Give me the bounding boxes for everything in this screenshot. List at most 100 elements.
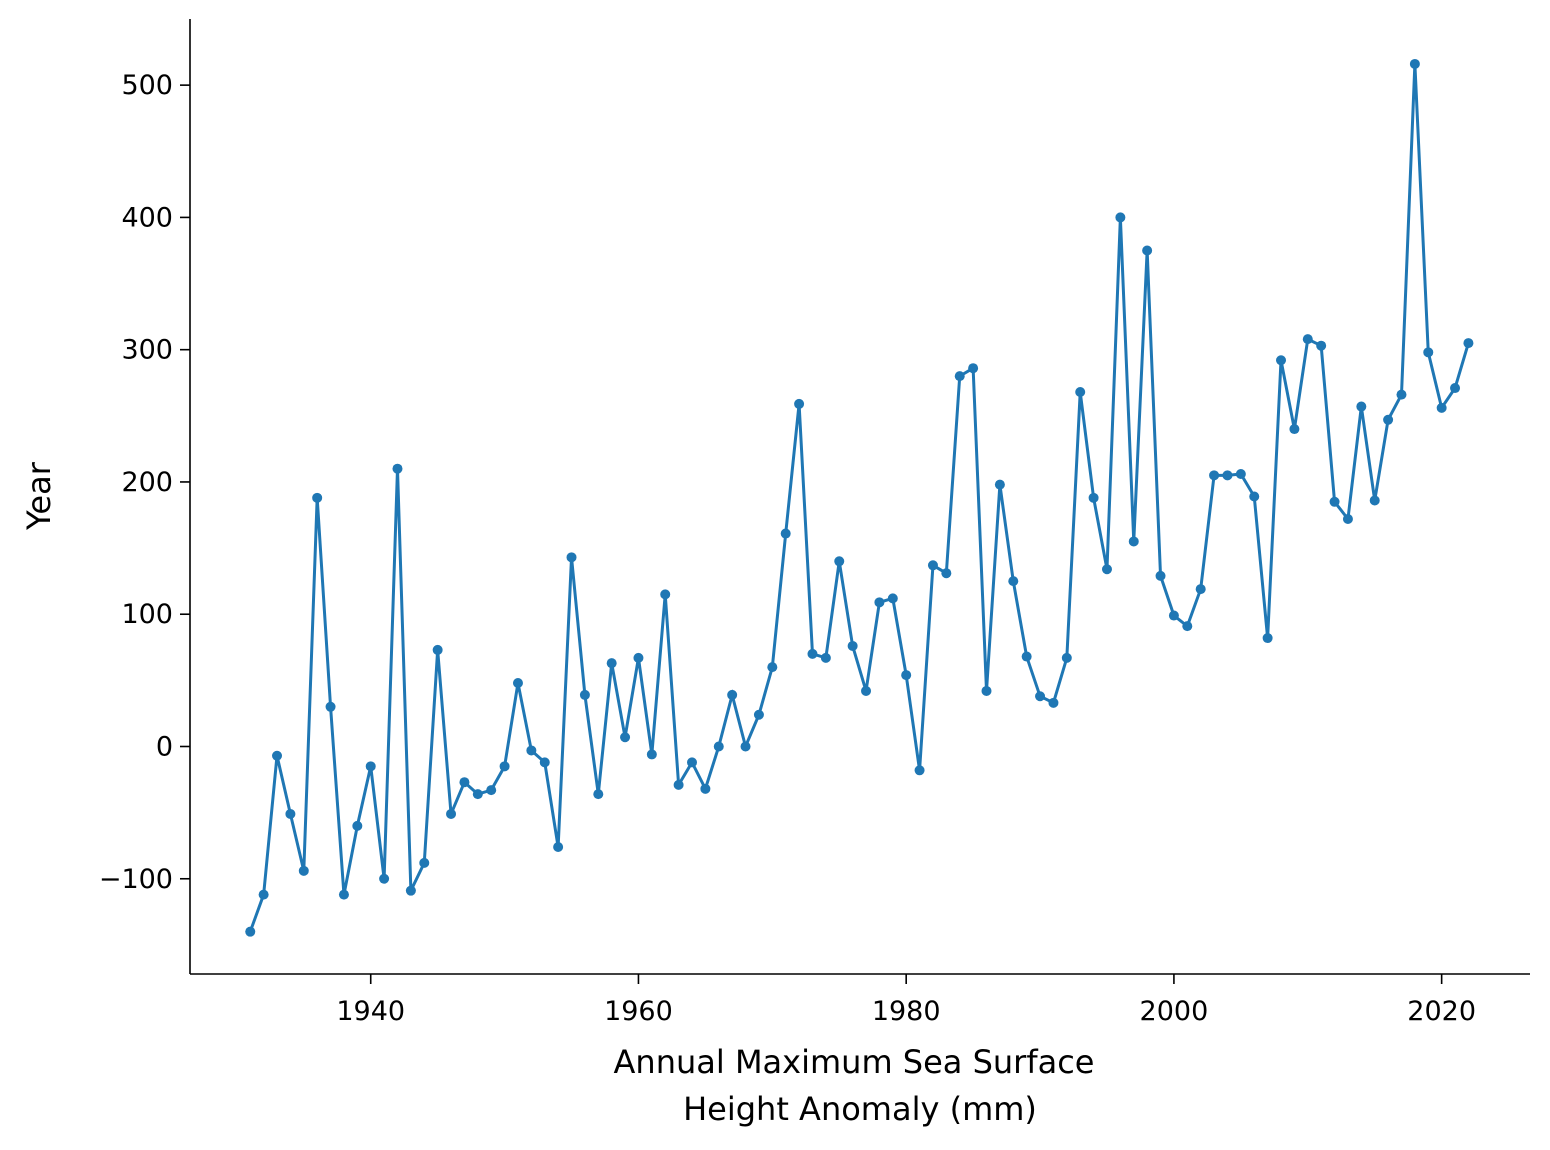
x-axis-label-line-2: Height Anomaly (mm) xyxy=(683,1090,1037,1128)
data-point xyxy=(1409,58,1420,69)
data-point xyxy=(767,662,778,673)
data-point xyxy=(1329,496,1340,507)
data-point xyxy=(914,765,925,776)
y-axis-ticks: −100 0 100 200 300 400 500 xyxy=(99,70,190,895)
data-point xyxy=(1302,334,1313,345)
data-point xyxy=(673,779,684,790)
data-point xyxy=(1249,491,1260,502)
data-point xyxy=(927,560,938,571)
data-point xyxy=(1463,338,1474,349)
data-point xyxy=(285,808,296,819)
data-point xyxy=(646,749,657,760)
data-point xyxy=(713,741,724,752)
data-point xyxy=(512,678,523,688)
data-point xyxy=(968,363,979,374)
data-point xyxy=(1021,651,1032,662)
data-point xyxy=(1369,495,1380,506)
data-point xyxy=(1128,536,1139,547)
data-point xyxy=(954,371,965,382)
data-point xyxy=(1356,401,1367,412)
x-tick-label: 1940 xyxy=(336,996,405,1027)
data-point xyxy=(1316,340,1327,351)
data-point xyxy=(1209,470,1220,481)
x-axis-label-line-1: Annual Maximum Sea Surface xyxy=(614,1043,1095,1081)
data-point xyxy=(1155,570,1166,581)
data-point xyxy=(258,889,269,900)
data-point xyxy=(994,479,1005,490)
x-tick-label: 2000 xyxy=(1140,996,1209,1027)
data-point xyxy=(1423,347,1434,358)
data-point xyxy=(245,926,256,937)
data-point xyxy=(861,685,872,696)
y-tick-label: 300 xyxy=(121,335,173,366)
y-axis-label: Year xyxy=(20,461,58,531)
data-point xyxy=(352,820,363,831)
y-tick-label: 400 xyxy=(121,202,173,233)
data-point xyxy=(459,777,470,788)
data-point xyxy=(780,528,791,539)
data-point xyxy=(874,597,885,608)
data-point xyxy=(1088,492,1099,503)
data-point xyxy=(365,761,376,772)
data-point xyxy=(1262,633,1273,644)
data-point xyxy=(379,873,390,884)
data-point xyxy=(1289,424,1300,435)
data-point xyxy=(1436,402,1447,413)
y-tick-label: −100 xyxy=(99,864,173,895)
data-point xyxy=(834,556,845,567)
data-point xyxy=(325,701,336,712)
data-point xyxy=(338,889,349,900)
data-point xyxy=(1450,383,1461,394)
data-point xyxy=(405,885,416,896)
x-axis-ticks: 1940 1960 1980 2000 2020 xyxy=(336,974,1476,1027)
x-tick-label: 2020 xyxy=(1407,996,1476,1027)
data-point xyxy=(847,640,858,651)
data-point xyxy=(1396,389,1407,400)
data-point xyxy=(1182,621,1193,632)
data-point xyxy=(486,785,497,796)
data-point xyxy=(606,658,617,669)
data-point xyxy=(687,757,697,768)
data-point xyxy=(566,552,577,563)
data-point xyxy=(1142,245,1153,256)
data-point xyxy=(526,745,537,756)
data-point xyxy=(1195,584,1206,595)
y-tick-label: 100 xyxy=(121,599,173,630)
data-point xyxy=(1115,212,1126,223)
data-point xyxy=(1222,470,1233,481)
y-tick-label: 500 xyxy=(121,70,173,101)
data-point xyxy=(1075,387,1086,398)
x-tick-label: 1980 xyxy=(872,996,941,1027)
data-point xyxy=(1035,691,1046,702)
data-point xyxy=(633,652,644,663)
data-point xyxy=(446,808,457,819)
data-point xyxy=(807,648,818,659)
data-point xyxy=(981,685,992,696)
data-point xyxy=(887,593,898,604)
data-point xyxy=(740,741,751,752)
data-point xyxy=(1383,414,1394,425)
data-point xyxy=(1101,564,1112,575)
series-points xyxy=(245,58,1474,937)
data-point xyxy=(539,757,550,768)
data-point xyxy=(794,398,805,409)
y-tick-label: 200 xyxy=(121,467,173,498)
data-point xyxy=(660,589,671,600)
data-point xyxy=(312,492,323,503)
data-point xyxy=(272,750,283,761)
data-point xyxy=(432,644,443,655)
data-point xyxy=(553,842,564,853)
data-point xyxy=(579,689,590,700)
data-point xyxy=(700,783,711,794)
series-line xyxy=(248,63,1470,933)
data-point xyxy=(820,652,831,663)
data-point xyxy=(1235,469,1246,480)
data-point xyxy=(1061,652,1072,663)
data-point xyxy=(392,463,403,474)
y-tick-label: 0 xyxy=(156,731,173,762)
data-point xyxy=(1276,355,1287,366)
data-point xyxy=(727,689,738,700)
data-point xyxy=(1168,610,1179,621)
data-point xyxy=(419,857,430,868)
